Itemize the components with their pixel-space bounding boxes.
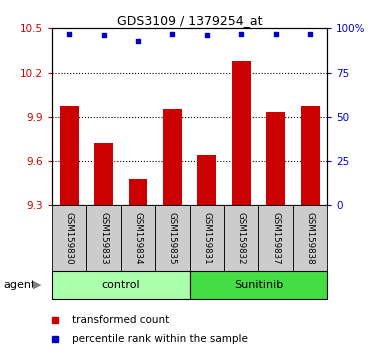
Bar (60, 107, 79, 205)
Bar (52, 271, 189, 299)
Point (238, 31, 244, 36)
Point (66, 31, 72, 36)
Bar (266, 113, 285, 205)
Bar (232, 61, 251, 205)
Text: transformed count: transformed count (72, 315, 170, 325)
Text: GSM159838: GSM159838 (306, 212, 315, 264)
Text: agent: agent (4, 280, 36, 290)
Point (135, 38, 141, 44)
Bar (224, 205, 258, 271)
Text: GSM159831: GSM159831 (202, 212, 211, 264)
Bar (293, 205, 327, 271)
Point (204, 33, 210, 38)
Bar (189, 205, 224, 271)
Point (100, 33, 107, 38)
Text: ▶: ▶ (33, 280, 41, 290)
Text: GSM159834: GSM159834 (134, 212, 142, 264)
Text: control: control (102, 280, 140, 290)
Bar (94, 143, 113, 205)
Text: Sunitinib: Sunitinib (234, 280, 283, 290)
Point (169, 31, 176, 36)
Point (307, 31, 313, 36)
Bar (86, 205, 121, 271)
Text: GSM159832: GSM159832 (237, 212, 246, 264)
Bar (121, 205, 155, 271)
Bar (163, 109, 182, 205)
Text: GSM159835: GSM159835 (168, 212, 177, 264)
Bar (189, 271, 327, 299)
Bar (198, 155, 216, 205)
Text: GSM159833: GSM159833 (99, 212, 108, 264)
Bar (52, 205, 86, 271)
Text: GSM159837: GSM159837 (271, 212, 280, 264)
Bar (258, 205, 293, 271)
Bar (155, 205, 190, 271)
Point (273, 31, 279, 36)
Text: GSM159830: GSM159830 (65, 212, 74, 264)
Text: percentile rank within the sample: percentile rank within the sample (72, 333, 248, 344)
Bar (129, 179, 147, 205)
Bar (301, 107, 320, 205)
Title: GDS3109 / 1379254_at: GDS3109 / 1379254_at (117, 14, 262, 27)
